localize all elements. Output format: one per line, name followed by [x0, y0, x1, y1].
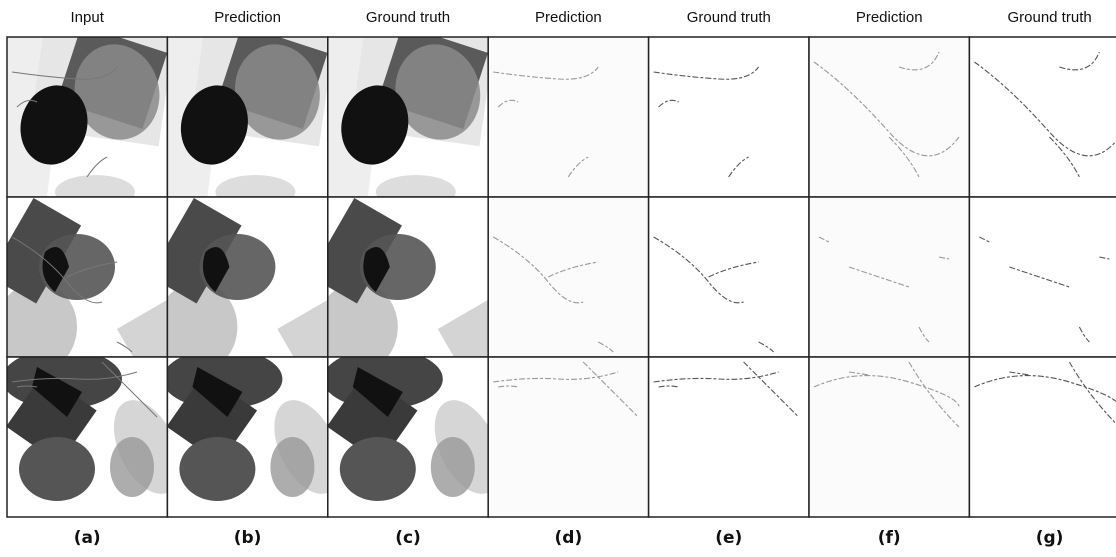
column-header: Ground truth — [687, 9, 771, 26]
image-cell — [7, 19, 174, 209]
column-label: (d) — [555, 528, 583, 548]
image-cell — [323, 349, 515, 517]
column-header: Prediction — [856, 9, 923, 26]
image-cell — [488, 37, 648, 197]
image-cell — [488, 197, 648, 357]
image-cell — [809, 197, 969, 357]
image-cell — [328, 19, 495, 209]
image-cell — [0, 197, 194, 372]
image-cell — [2, 349, 194, 517]
column-header: Input — [71, 9, 105, 26]
image-cell — [167, 19, 334, 209]
image-cell — [809, 357, 969, 517]
image-cell — [969, 197, 1116, 357]
image-cell — [649, 197, 809, 357]
column-label: (b) — [234, 528, 262, 548]
column-label: (c) — [395, 528, 421, 548]
column-header: Ground truth — [1007, 9, 1091, 26]
column-label: (a) — [74, 528, 101, 548]
column-label: (g) — [1036, 528, 1064, 548]
image-cell — [309, 197, 514, 372]
image-cell — [488, 357, 648, 517]
figure: Input (a) Prediction (b) Ground truth (c) Pred… — [0, 0, 1116, 552]
column-label: (f) — [878, 528, 901, 548]
image-cell — [809, 37, 969, 197]
image-cell — [649, 37, 809, 197]
column-header: Prediction — [535, 9, 602, 26]
image-cell — [969, 357, 1116, 517]
image-grid — [0, 19, 1116, 517]
image-cell — [969, 37, 1116, 197]
image-cell — [149, 197, 354, 372]
column-header: Ground truth — [366, 9, 450, 26]
image-cell — [649, 357, 809, 517]
column-label: (e) — [715, 528, 742, 548]
column-header: Prediction — [214, 9, 281, 26]
image-cell — [162, 349, 354, 517]
